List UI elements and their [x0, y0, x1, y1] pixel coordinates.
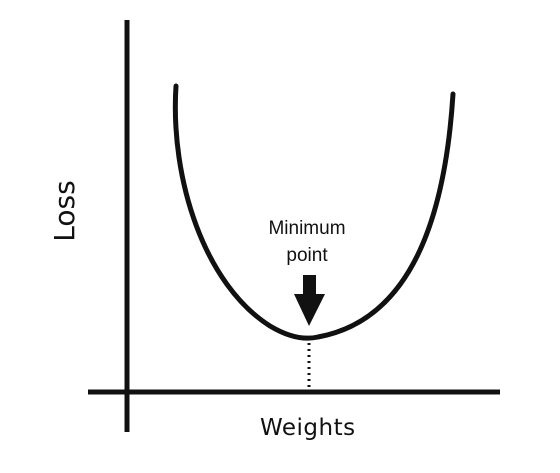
- loss-curve: [172, 83, 456, 341]
- x-axis-label: Weights: [260, 415, 356, 441]
- minimum-arrow-head: [294, 294, 325, 326]
- y-axis-label: Loss: [48, 180, 81, 242]
- minimum-point-annotation: Minimum point: [252, 215, 362, 269]
- minimum-arrow-shaft: [303, 275, 316, 298]
- minimum-point-label-line1: Minimum: [268, 218, 346, 239]
- minimum-point-label-line2: point: [286, 245, 328, 266]
- minimum-arrow: [294, 275, 325, 326]
